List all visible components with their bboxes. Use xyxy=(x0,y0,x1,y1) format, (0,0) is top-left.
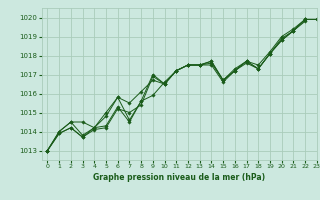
X-axis label: Graphe pression niveau de la mer (hPa): Graphe pression niveau de la mer (hPa) xyxy=(93,173,265,182)
